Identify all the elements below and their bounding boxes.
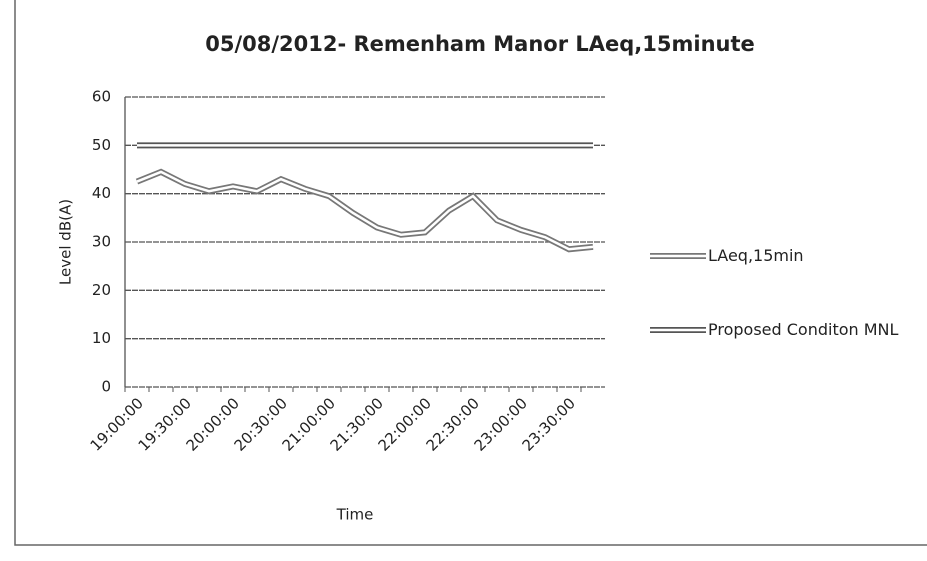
y-tick-label: 20 (92, 281, 111, 299)
y-tick-label: 30 (92, 233, 111, 251)
y-tick-label: 40 (92, 184, 111, 202)
y-tick-label: 50 (92, 136, 111, 154)
y-tick-label: 0 (101, 378, 111, 396)
y-axis-label: Level dB(A) (57, 199, 75, 285)
y-tick-label: 60 (92, 88, 111, 106)
legend-label: LAeq,15min (708, 246, 804, 265)
y-tick-label: 10 (92, 329, 111, 347)
series-line-inner (136, 170, 594, 251)
chart-title: 05/08/2012- Remenham Manor LAeq,15minute (205, 32, 755, 56)
legend-label: Proposed Conditon MNL (708, 320, 899, 339)
frame (14, 0, 927, 546)
x-tick-label: 23:30:00 (519, 394, 579, 454)
x-axis-label: Time (336, 506, 374, 524)
series-line (135, 168, 594, 253)
